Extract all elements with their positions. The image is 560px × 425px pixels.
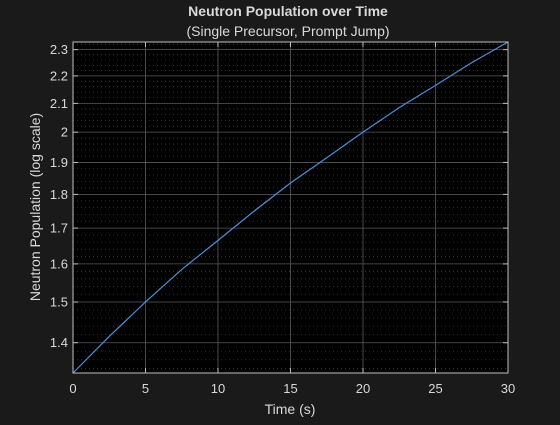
series-layer [72, 41, 509, 374]
x-tick-label: 15 [283, 381, 297, 396]
y-tick-label: 1.7 [50, 221, 68, 236]
y-tick-label: 2.3 [50, 42, 68, 57]
series-line [72, 41, 509, 374]
y-tick-label: 1.5 [50, 294, 68, 309]
x-tick-label: 30 [501, 381, 515, 396]
chart-subtitle: (Single Precursor, Prompt Jump) [186, 23, 389, 39]
y-tick-label: 1.8 [50, 187, 68, 202]
x-axis-label: Time (s) [265, 401, 316, 417]
x-axis-ticks: 0 5 10 15 20 25 30 [69, 42, 515, 396]
x-tick-label: 0 [69, 381, 76, 396]
y-tick-label: 1.9 [50, 155, 68, 170]
y-tick-label: 1.4 [50, 335, 68, 350]
x-tick-label: 5 [142, 381, 149, 396]
y-tick-label: 2.1 [50, 96, 68, 111]
x-tick-label: 25 [428, 381, 442, 396]
chart-title: Neutron Population over Time [188, 3, 388, 19]
y-axis-ticks: 1.4 1.5 1.6 1.7 1.8 1.9 2 2.1 2.2 2.3 [50, 42, 508, 350]
y-tick-label: 1.6 [50, 256, 68, 271]
y-tick-label: 2 [61, 125, 68, 140]
x-tick-label: 10 [211, 381, 225, 396]
y-axis-label: Neutron Population (log scale) [27, 113, 43, 301]
x-tick-label: 20 [356, 381, 370, 396]
y-tick-label: 2.2 [50, 68, 68, 83]
